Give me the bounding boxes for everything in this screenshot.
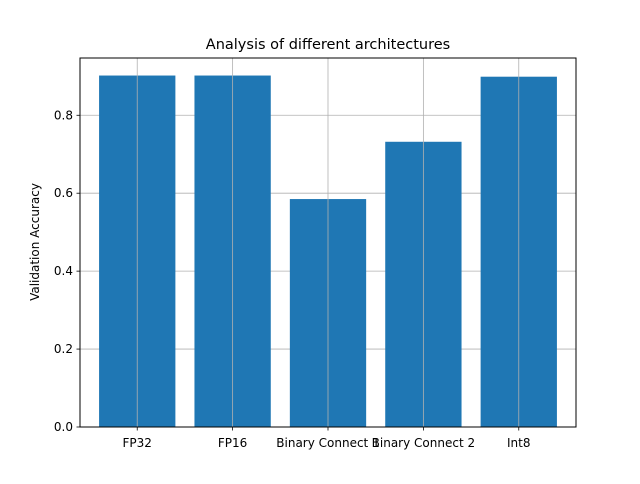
x-tick-label: Int8 bbox=[507, 436, 530, 450]
x-tick-label: Binary Connect 2 bbox=[372, 436, 475, 450]
axis-layer: 0.0 0.2 0.4 0.6 0.8 FP32 FP16 Binary Connect 1B… bbox=[54, 108, 531, 450]
x-tick-label: Binary Connect 1 bbox=[276, 436, 379, 450]
chart-title: Analysis of different architectures bbox=[206, 37, 450, 53]
y-tick-label: 0.8 bbox=[54, 108, 73, 122]
y-tick-label: 0.0 bbox=[54, 420, 73, 434]
y-axis-label: Validation Accuracy bbox=[28, 183, 42, 301]
y-tick-label: 0.6 bbox=[54, 186, 73, 200]
y-tick-label: 0.2 bbox=[54, 342, 73, 356]
vertical-grid-layer bbox=[136, 58, 520, 427]
x-tick-label: FP16 bbox=[218, 436, 247, 450]
y-tick-label: 0.4 bbox=[54, 264, 73, 278]
x-tick-label: FP32 bbox=[123, 436, 152, 450]
